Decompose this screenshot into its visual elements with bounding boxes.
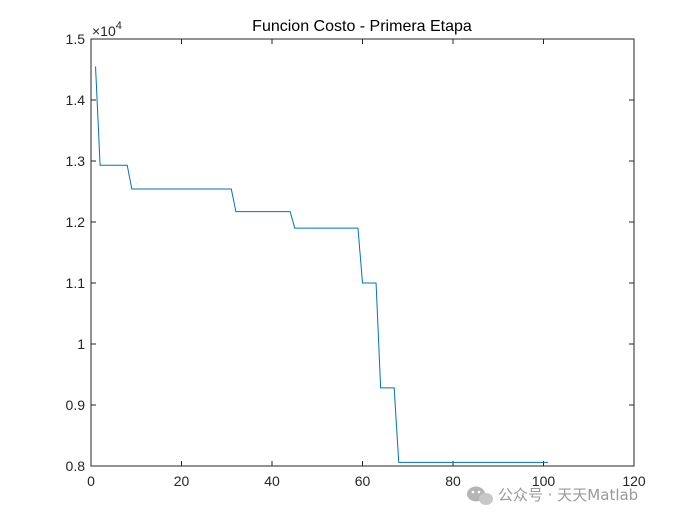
x-tick-label: 120 (622, 473, 646, 489)
x-tick-label: 0 (87, 473, 95, 489)
cost-series-line (95, 66, 549, 463)
chart-title: Funcion Costo - Primera Etapa (252, 18, 472, 35)
y-tick-label: 0.8 (66, 458, 86, 474)
plot-area (90, 38, 635, 467)
x-tick-label: 60 (355, 473, 371, 489)
y-exponent-label: ×104 (92, 20, 122, 39)
y-exponent-power: 4 (116, 20, 122, 32)
x-tick-label: 40 (264, 473, 280, 489)
y-tick-label: 1.3 (66, 153, 86, 169)
y-tick-label: 1.1 (66, 275, 86, 291)
x-tick-label: 80 (445, 473, 461, 489)
y-tick-labels: 0.8 0.9 1 1.1 1.2 1.3 1.4 1.5 (66, 31, 86, 474)
x-tick-labels: 0 20 40 60 80 100 120 (87, 473, 646, 489)
y-tick-label: 0.9 (66, 397, 86, 413)
x-tick-label: 100 (532, 473, 556, 489)
y-tick-label: 1.4 (66, 92, 86, 108)
axis-ticks (90, 38, 635, 467)
y-exponent-base: ×10 (92, 23, 116, 39)
y-tick-label: 1 (77, 336, 85, 352)
watermark: 公众号 · 天天Matlab (467, 486, 638, 505)
y-tick-label: 1.2 (66, 214, 86, 230)
x-tick-label: 20 (174, 473, 190, 489)
y-tick-label: 1.5 (66, 31, 86, 47)
watermark-text: 公众号 · 天天Matlab (498, 486, 638, 504)
wechat-icon (467, 486, 493, 505)
